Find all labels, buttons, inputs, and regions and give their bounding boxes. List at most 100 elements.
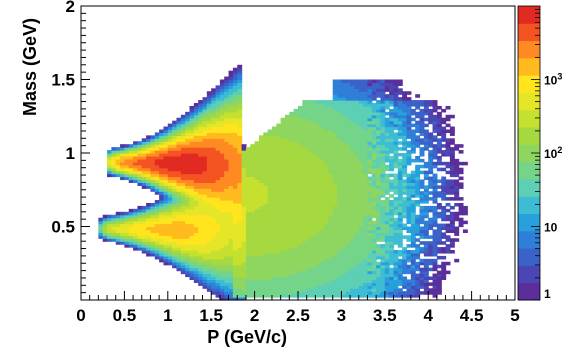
heat-cell bbox=[371, 200, 377, 204]
heat-cell bbox=[284, 288, 290, 292]
heat-cell bbox=[293, 176, 299, 181]
heat-cell bbox=[284, 155, 290, 160]
heat-cell bbox=[102, 214, 108, 219]
heat-cell bbox=[232, 250, 238, 254]
heat-cell bbox=[397, 294, 403, 298]
heat-cell bbox=[245, 191, 251, 195]
heat-cell bbox=[345, 241, 351, 245]
heat-cell bbox=[284, 202, 290, 207]
heat-cell bbox=[254, 179, 260, 183]
heat-cell bbox=[245, 285, 251, 289]
heat-cell bbox=[358, 226, 364, 231]
heat-cell bbox=[319, 252, 325, 257]
heat-cell bbox=[267, 294, 273, 298]
heat-cell bbox=[267, 223, 273, 228]
heat-cell bbox=[306, 182, 312, 186]
heat-cell bbox=[241, 170, 247, 175]
heat-cell bbox=[267, 273, 273, 278]
heat-cell bbox=[193, 276, 199, 281]
heat-cell bbox=[363, 294, 369, 298]
heat-cell bbox=[332, 226, 338, 231]
heat-cell bbox=[363, 144, 369, 148]
heat-cell bbox=[198, 126, 204, 131]
heat-cell bbox=[358, 111, 364, 116]
heat-cell bbox=[224, 97, 230, 101]
heat-cell bbox=[345, 103, 351, 107]
heat-cell bbox=[258, 191, 264, 195]
heat-cell bbox=[393, 94, 399, 98]
heat-cell bbox=[293, 250, 299, 254]
heat-cell bbox=[441, 247, 447, 251]
heat-cell bbox=[315, 188, 321, 192]
heat-cell bbox=[354, 82, 360, 86]
heat-cell bbox=[202, 182, 208, 186]
heat-cell bbox=[345, 153, 351, 157]
heat-cell bbox=[245, 185, 251, 189]
heat-cell bbox=[406, 217, 412, 222]
heat-cell bbox=[402, 282, 408, 286]
heat-cell bbox=[237, 108, 243, 113]
heat-cell bbox=[332, 105, 338, 110]
y-tick-label: 1 bbox=[66, 144, 75, 163]
heat-cell bbox=[211, 138, 217, 142]
heat-cell bbox=[367, 244, 373, 248]
heat-cell bbox=[241, 220, 247, 225]
heat-cell bbox=[410, 279, 416, 283]
heat-cell bbox=[167, 202, 173, 207]
heat-cell bbox=[263, 229, 269, 233]
heat-cell bbox=[393, 202, 399, 207]
heat-cell bbox=[319, 238, 325, 242]
heat-cell bbox=[410, 258, 416, 263]
heat-cell bbox=[211, 94, 217, 98]
heat-cell bbox=[271, 150, 277, 154]
heat-cell bbox=[141, 150, 147, 154]
heat-cell bbox=[380, 211, 386, 216]
heat-cell bbox=[284, 132, 290, 136]
heat-cell bbox=[345, 252, 351, 257]
heat-cell bbox=[454, 258, 460, 263]
heat-cell bbox=[215, 103, 221, 107]
heat-cell bbox=[163, 261, 169, 266]
heat-cell bbox=[376, 194, 382, 198]
heat-cell bbox=[298, 111, 303, 116]
heat-cell bbox=[185, 138, 191, 142]
heat-cell bbox=[271, 229, 277, 233]
heat-cell bbox=[167, 132, 173, 136]
heat-cell bbox=[311, 270, 316, 275]
heat-cell bbox=[215, 261, 221, 266]
heat-cell bbox=[120, 153, 125, 157]
heat-cell bbox=[311, 176, 316, 181]
heat-cell bbox=[406, 188, 412, 192]
heat-cell bbox=[150, 153, 156, 157]
heat-cell bbox=[332, 208, 338, 213]
heat-cell bbox=[367, 123, 373, 128]
heat-cell bbox=[180, 182, 186, 186]
heat-cell bbox=[215, 205, 221, 210]
heat-cell bbox=[185, 144, 191, 148]
heat-cell bbox=[354, 202, 360, 207]
heat-cell bbox=[232, 73, 238, 78]
heat-cell bbox=[293, 141, 299, 145]
heat-cell bbox=[363, 108, 369, 113]
heat-cell bbox=[293, 202, 299, 207]
heat-cell bbox=[332, 97, 338, 101]
heat-cell bbox=[224, 164, 230, 169]
colorbar-segment bbox=[518, 282, 540, 301]
heat-cell bbox=[206, 105, 212, 110]
heat-cell bbox=[337, 185, 342, 189]
heat-cell bbox=[371, 135, 377, 139]
heat-cell bbox=[380, 194, 386, 198]
heat-cell bbox=[324, 132, 329, 136]
heat-cell bbox=[363, 111, 369, 116]
heat-cell bbox=[315, 226, 321, 231]
heat-cell bbox=[358, 235, 364, 239]
heat-cell bbox=[293, 111, 299, 116]
heat-cell bbox=[393, 191, 399, 195]
heat-cell bbox=[128, 173, 134, 178]
heat-cell bbox=[345, 147, 351, 151]
heat-cell bbox=[354, 117, 360, 122]
heat-cell bbox=[159, 176, 165, 181]
heat-cell bbox=[306, 217, 312, 222]
heat-cell bbox=[245, 244, 251, 248]
heat-cell bbox=[172, 261, 178, 266]
